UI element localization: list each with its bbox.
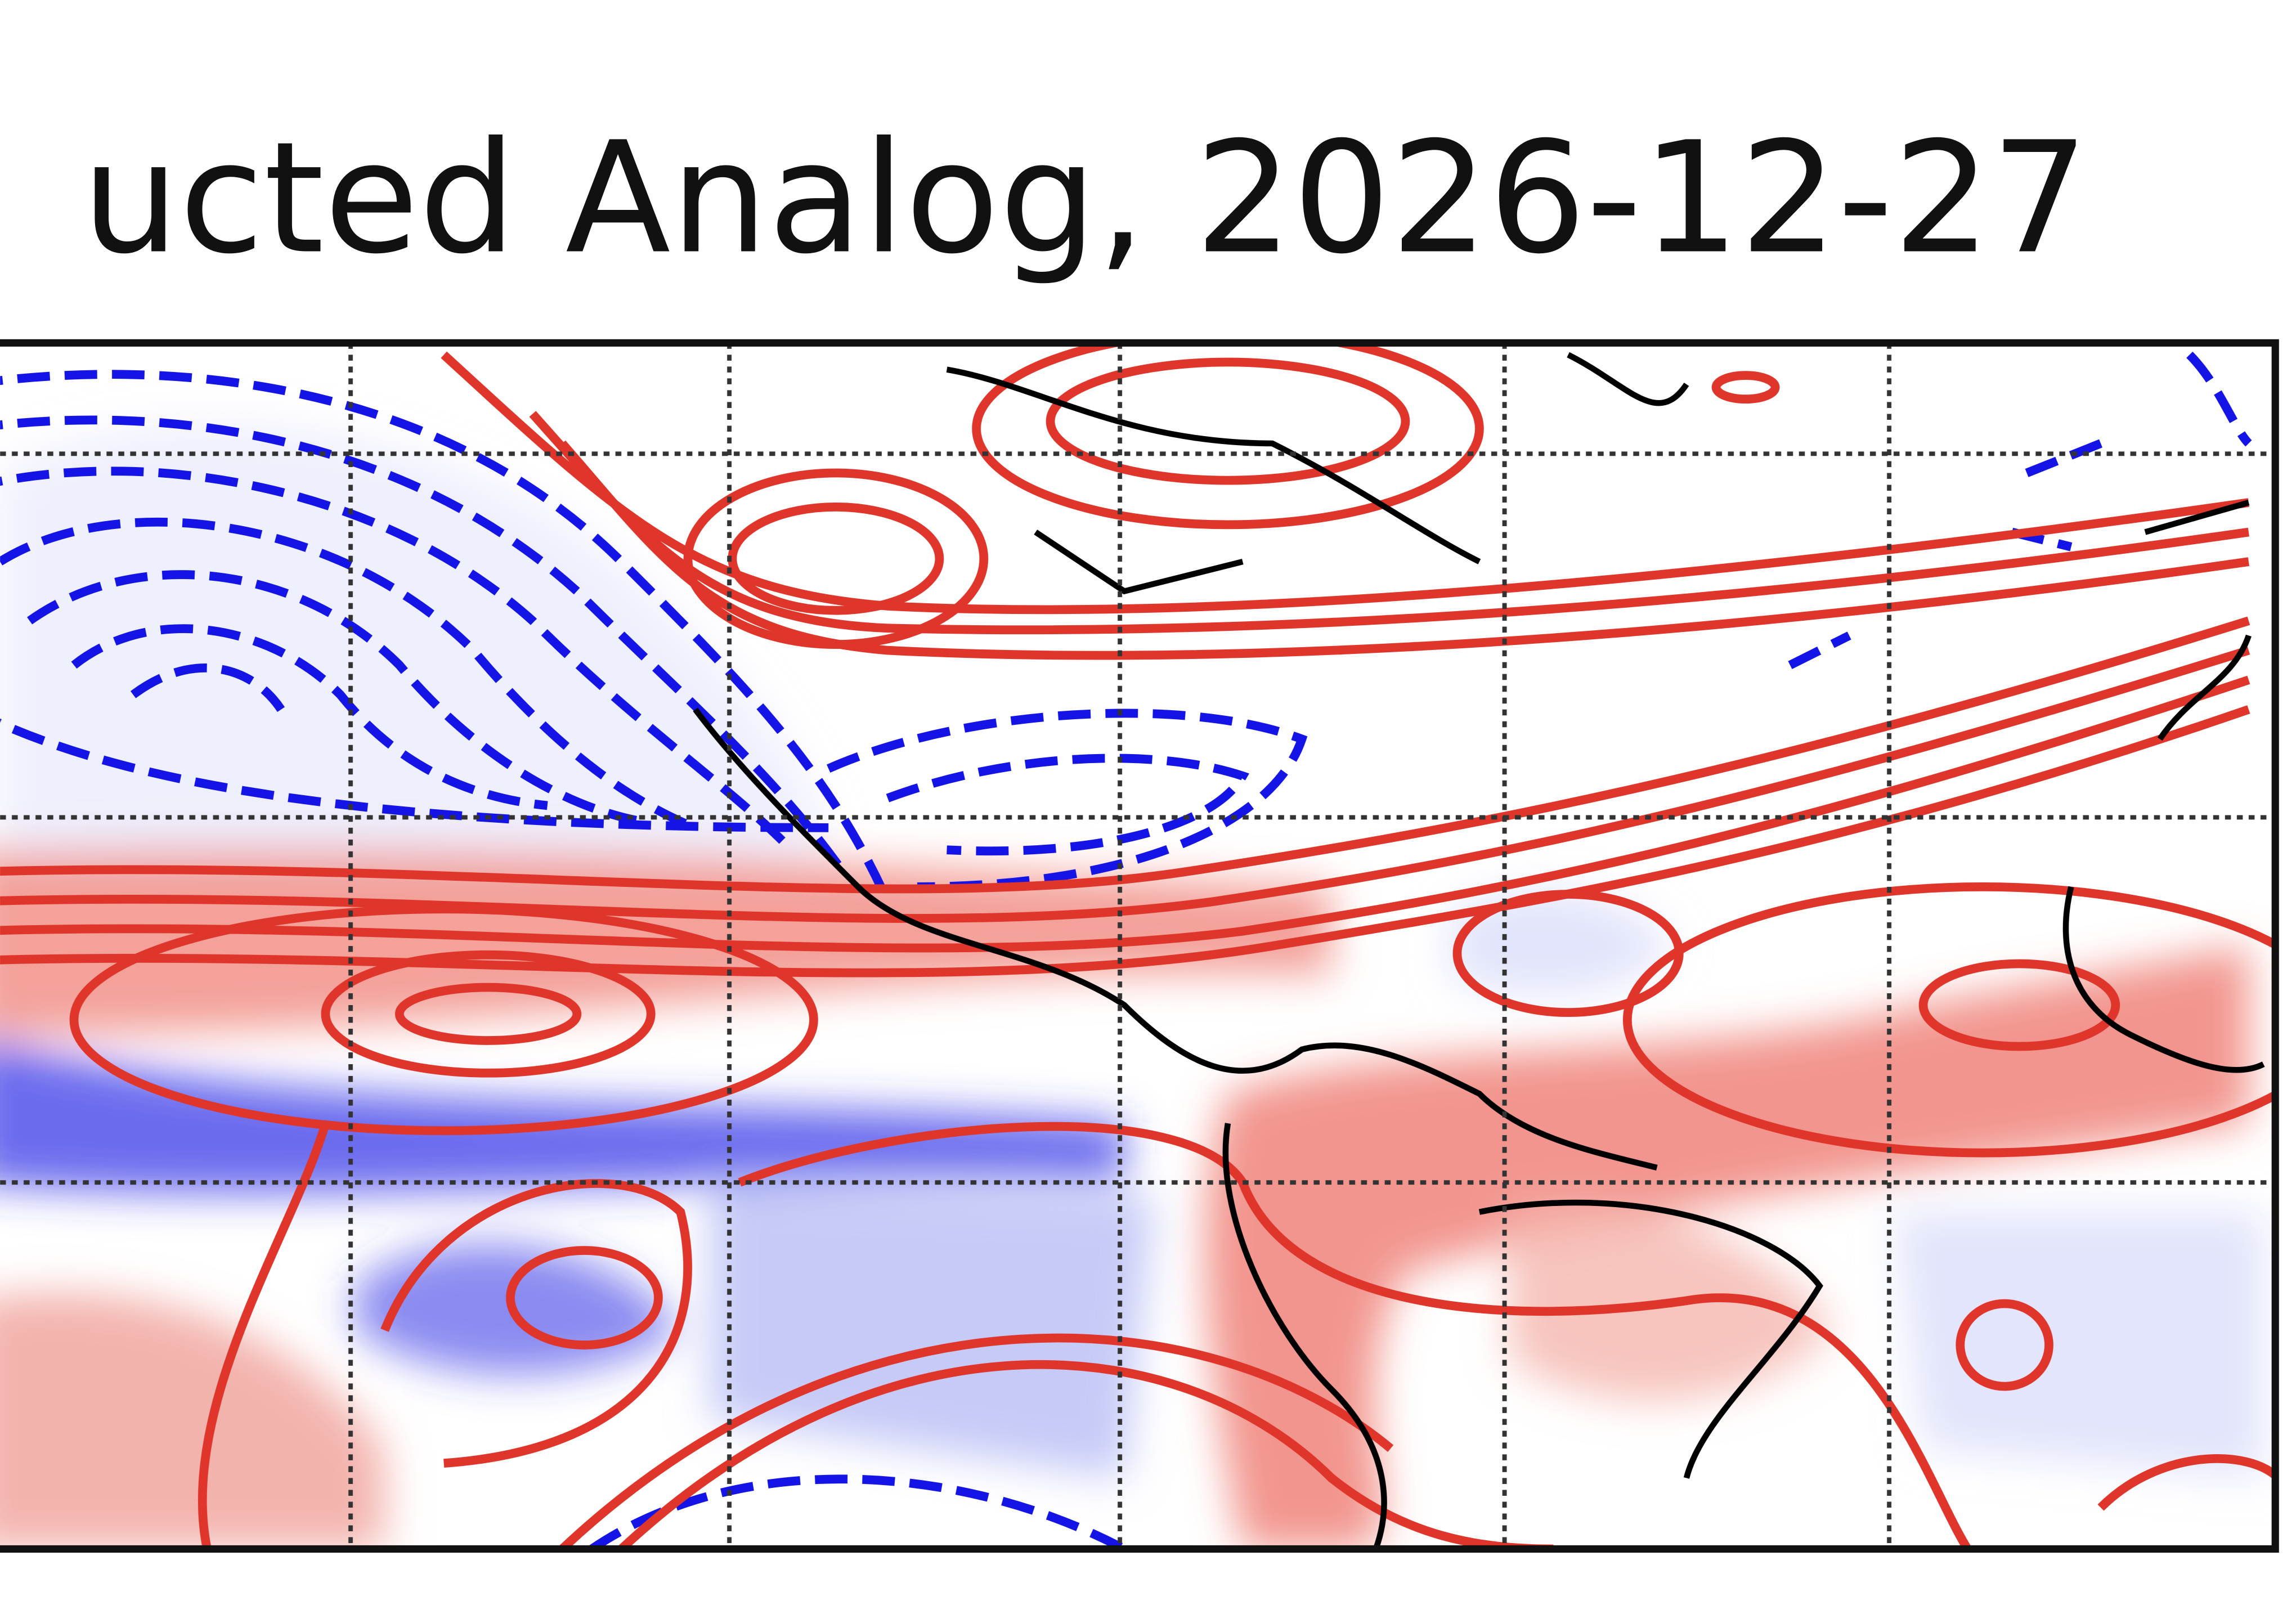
map-area bbox=[0, 343, 2276, 1549]
coastlines bbox=[693, 352, 2265, 1549]
map-title: ucted Analog, 2026-12-27 bbox=[82, 109, 2089, 288]
negative-contours bbox=[0, 351, 2252, 1549]
positive-contours bbox=[0, 343, 2276, 1549]
map-frame bbox=[0, 339, 2279, 1553]
graticule bbox=[0, 343, 2276, 1549]
